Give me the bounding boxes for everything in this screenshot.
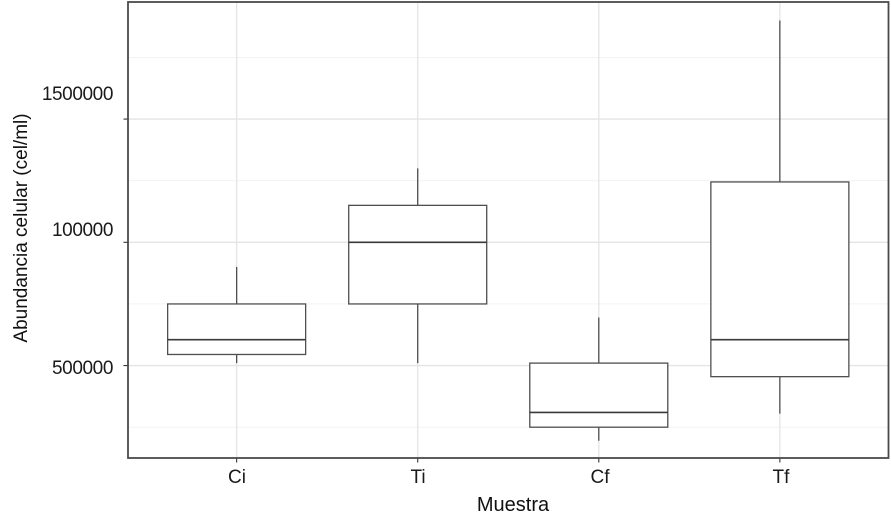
iqr-box xyxy=(166,303,307,356)
boxplot-tf xyxy=(710,20,850,414)
iqr-box xyxy=(348,204,488,305)
plot-panel-border xyxy=(127,1,890,459)
y-tick-label: 1500000 xyxy=(41,84,114,105)
x-tick-label: Tf xyxy=(772,467,790,488)
x-tick-label: Ci xyxy=(228,467,246,488)
boxplot-ti xyxy=(348,168,488,364)
y-axis-title: Abundancia celular (cel/ml) xyxy=(11,113,32,343)
y-tick-label: 500000 xyxy=(51,358,113,379)
boxplot-ci xyxy=(166,266,307,364)
x-tick-label: Cf xyxy=(590,467,610,488)
iqr-box xyxy=(710,181,850,378)
y-tick-label: 100000 xyxy=(51,220,113,241)
x-tick-label: Ti xyxy=(410,467,426,488)
boxplot-cf xyxy=(529,317,669,441)
iqr-box xyxy=(529,362,669,428)
x-axis-title: Muestra xyxy=(476,494,550,516)
